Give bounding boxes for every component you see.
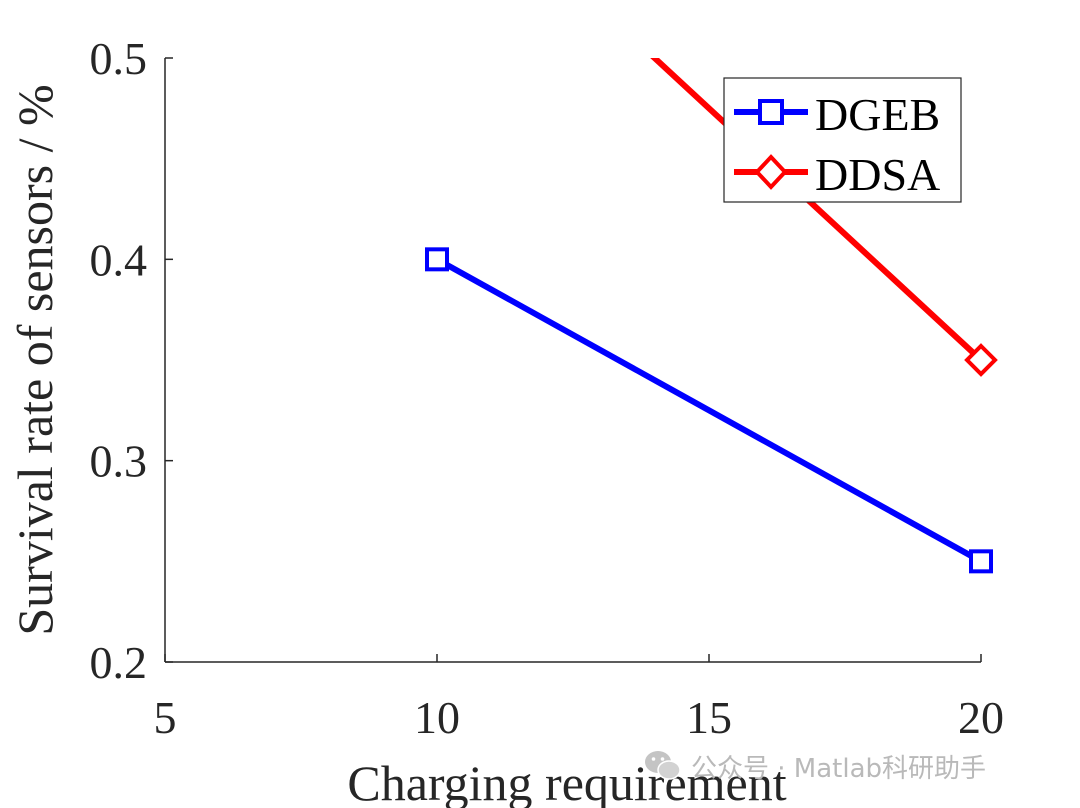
series-line-dgeb <box>435 256 981 564</box>
x-tick-label: 10 <box>414 692 460 743</box>
watermark: 公众号 · Matlab科研助手 <box>643 746 986 786</box>
legend: DGEB DDSA <box>723 77 962 203</box>
y-tick-label: 0.2 <box>90 637 148 688</box>
wechat-icon <box>645 751 681 780</box>
y-tick-label: 0.3 <box>90 436 148 487</box>
marker-dgeb <box>425 247 449 272</box>
legend-label-dgeb: DGEB <box>815 89 940 140</box>
marker-ddsa <box>964 343 998 377</box>
legend-label-ddsa: DDSA <box>815 149 940 200</box>
legend-marker-ddsa <box>754 154 788 190</box>
y-axis-label: Survival rate of sensors / % <box>7 84 63 635</box>
x-tick-label: 15 <box>686 692 732 743</box>
watermark-text: 公众号 · Matlab科研助手 <box>691 753 987 784</box>
x-tick-label: 5 <box>154 692 177 743</box>
x-axis-label: Charging requirement <box>347 755 786 808</box>
legend-marker-dgeb <box>758 99 784 125</box>
marker-dgeb <box>969 549 993 574</box>
y-tick-label: 0.4 <box>90 234 148 285</box>
y-tick-label: 0.5 <box>90 33 148 84</box>
x-tick-label: 20 <box>958 692 1004 743</box>
